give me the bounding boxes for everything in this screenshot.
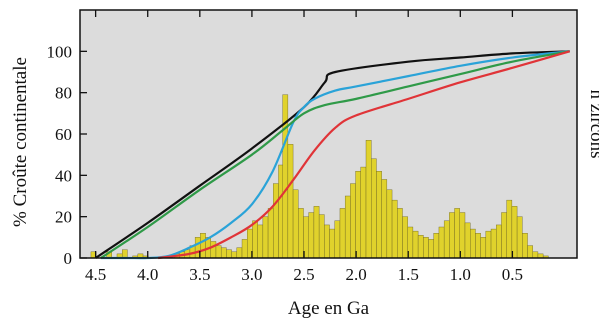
histogram-bar (412, 230, 419, 259)
histogram-bar (522, 232, 528, 259)
histogram-bar (433, 232, 440, 259)
histogram-bar (292, 189, 299, 259)
histogram-bar (516, 216, 523, 259)
histogram-bar (308, 212, 315, 259)
x-tick-label: 1.0 (450, 265, 471, 284)
histogram-bar (449, 212, 455, 259)
histogram-bar (252, 220, 258, 259)
histogram-bar (121, 249, 128, 259)
histogram-bar (236, 247, 243, 259)
histogram-bar (220, 247, 227, 259)
histogram-bar (371, 158, 377, 259)
histogram-bar (200, 232, 206, 259)
histogram-bar (334, 220, 341, 259)
histogram-bar (501, 212, 507, 259)
histogram-bar (329, 228, 335, 259)
y-axis-title-left: % Croûte continentale (10, 57, 31, 227)
histogram-bar (210, 241, 217, 259)
histogram-bar (417, 235, 424, 259)
axis-ticks: 4.5 4.0 3.5 3.0 2.5 2.0 1.5 1.0 0.5 0 20 40 60 80 100 (47, 10, 523, 284)
histogram-bar (386, 189, 393, 259)
x-tick-label: 0.5 (502, 265, 523, 284)
histogram-bar (273, 183, 279, 259)
histogram-bar (355, 170, 361, 259)
growth-curve (100, 50, 570, 259)
y-tick-label: 0 (64, 249, 73, 268)
histogram-bar (381, 179, 388, 259)
histogram-bar (475, 232, 481, 259)
histogram-bar (267, 208, 274, 259)
histogram-bar (496, 224, 502, 259)
histogram-bar (339, 208, 346, 259)
histogram-bar (480, 237, 487, 259)
x-tick-label: 1.5 (398, 265, 419, 284)
y-tick-label: 100 (47, 42, 73, 61)
x-tick-label: 4.5 (85, 265, 106, 284)
y-tick-label: 80 (55, 84, 72, 103)
histogram-bar (262, 216, 269, 259)
histogram-bar (344, 195, 351, 259)
x-tick-label: 3.0 (241, 265, 262, 284)
growth-curve (157, 50, 571, 260)
histogram-bar (231, 251, 238, 259)
histogram-bar (324, 224, 330, 259)
y-axis-title-right: n zircons (586, 89, 599, 158)
histogram-bar (423, 237, 429, 259)
histogram-bar (298, 208, 304, 259)
histogram-bar (485, 230, 492, 259)
growth-curve (95, 50, 570, 259)
y-tick-label: 60 (55, 125, 72, 144)
histogram-bar (402, 216, 408, 259)
x-tick-label: 2.5 (293, 265, 314, 284)
histogram-bar (376, 170, 382, 259)
y-tick-label: 40 (55, 166, 72, 185)
histogram-bar (313, 206, 320, 259)
x-tick-label: 2.0 (345, 265, 366, 284)
histogram-bar (360, 166, 367, 259)
histogram-bar (438, 226, 445, 259)
crust-growth-curves (95, 50, 571, 260)
histogram-bar (282, 94, 289, 259)
histogram-bar (226, 249, 232, 259)
histogram-bar (365, 139, 372, 259)
histogram-bar (443, 220, 450, 259)
histogram-bar (527, 245, 533, 259)
histogram-bar (391, 199, 398, 259)
histogram-bar (350, 183, 356, 259)
histogram-bar (511, 206, 518, 259)
histogram-bar (428, 239, 434, 259)
histogram-bar (532, 251, 539, 259)
histogram-bar (454, 208, 460, 259)
x-tick-label: 3.5 (189, 265, 210, 284)
histogram-bar (318, 214, 325, 259)
histogram-bar (464, 222, 471, 259)
histogram-bar (215, 245, 222, 259)
histogram-bar (397, 208, 403, 259)
histogram-bar (257, 224, 264, 259)
histogram-bar (470, 228, 476, 259)
histogram-bar (241, 239, 248, 259)
histogram-bar (506, 199, 513, 259)
histogram-bar (287, 144, 294, 259)
y-tick-label: 20 (55, 208, 72, 227)
x-axis-title: Age en Ga (288, 298, 370, 319)
x-tick-label: 4.0 (137, 265, 158, 284)
histogram-bar (490, 228, 497, 259)
